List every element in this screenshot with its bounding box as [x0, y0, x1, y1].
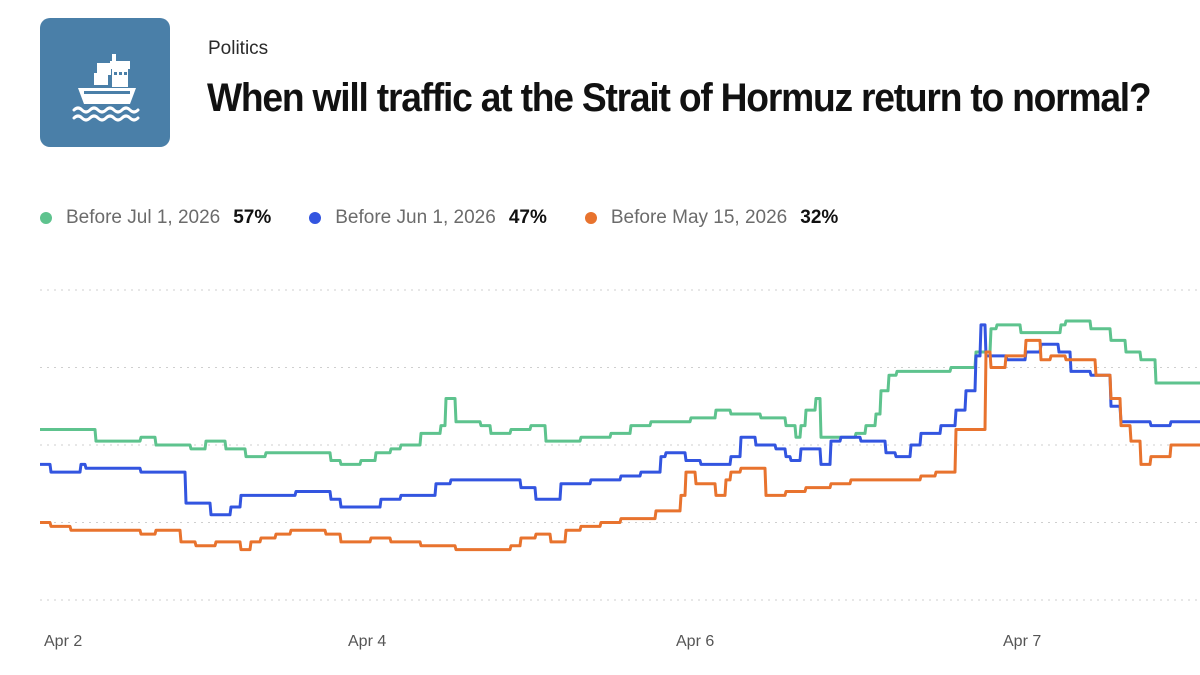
- x-tick-label: Apr 4: [348, 633, 386, 650]
- legend-label: Before Jun 1, 2026: [335, 207, 496, 228]
- page-title: When will traffic at the Strait of Hormu…: [207, 76, 1152, 120]
- line-chart[interactable]: Apr 2 Apr 4 Apr 6 Apr 7: [0, 270, 1200, 670]
- category-label[interactable]: Politics: [208, 38, 269, 59]
- legend-item-may[interactable]: Before May 15, 2026 32%: [584, 207, 839, 229]
- legend-percent: 32%: [800, 207, 839, 228]
- legend-dot-icon: [584, 212, 597, 224]
- x-tick-label: Apr 7: [1003, 633, 1041, 650]
- series-line-2[interactable]: [40, 338, 1200, 552]
- legend-dot-icon: [309, 212, 322, 224]
- legend-label: Before Jul 1, 2026: [66, 207, 221, 228]
- chart-legend: Before Jul 1, 2026 57% Before Jun 1, 202…: [40, 207, 876, 229]
- legend-item-jun[interactable]: Before Jun 1, 2026 47%: [309, 207, 547, 229]
- legend-percent: 47%: [508, 207, 547, 228]
- legend-dot-icon: [40, 212, 52, 224]
- x-tick-label: Apr 6: [676, 633, 714, 650]
- cargo-ship-icon: [72, 54, 140, 122]
- legend-percent: 57%: [233, 207, 272, 228]
- market-logo: [40, 18, 170, 147]
- legend-label: Before May 15, 2026: [610, 207, 788, 228]
- legend-item-jul[interactable]: Before Jul 1, 2026 57%: [40, 207, 271, 229]
- series-line-0[interactable]: [40, 319, 1200, 466]
- x-tick-label: Apr 2: [44, 633, 82, 650]
